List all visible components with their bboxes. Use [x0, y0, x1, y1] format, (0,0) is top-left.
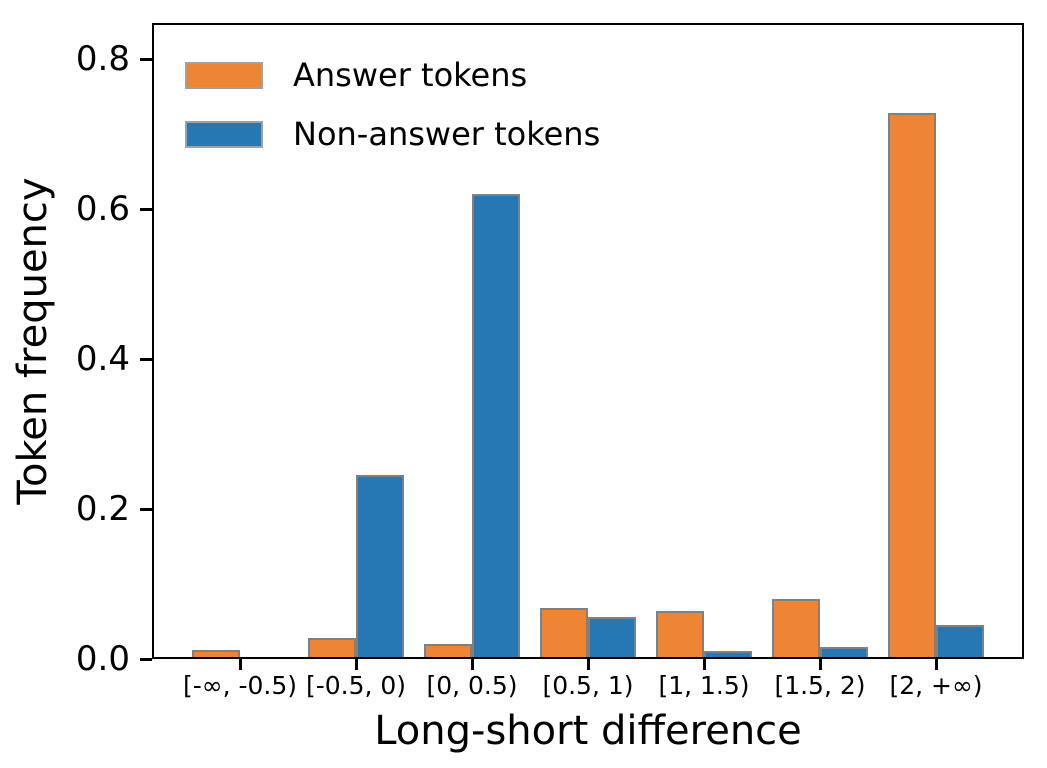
y-tick-mark-0.6 [140, 207, 152, 211]
x-tick-label-3: [0.5, 1) [542, 671, 634, 700]
x-tick-label-1: [-0.5, 0) [305, 671, 407, 700]
legend-swatch-answer-tokens [185, 61, 263, 89]
y-tick-mark-0.2 [140, 507, 152, 511]
y-tick-mark-0.0 [140, 657, 152, 661]
bar-answer-2 [424, 644, 472, 659]
y-axis-title: Token frequency [10, 177, 56, 505]
x-tick-mark-5 [818, 659, 822, 670]
legend-item-non-answer-tokens: Non-answer tokens [185, 118, 600, 150]
bar-answer-5 [772, 599, 820, 659]
x-tick-label-4: [1, 1.5) [658, 671, 750, 700]
x-tick-mark-0 [238, 659, 242, 670]
bar-non-answer-5 [820, 647, 868, 659]
legend-item-answer-tokens: Answer tokens [185, 59, 600, 91]
bar-answer-1 [308, 638, 356, 659]
bar-non-answer-2 [472, 194, 520, 659]
x-tick-mark-1 [354, 659, 358, 670]
bar-non-answer-4 [704, 651, 752, 659]
legend-swatch-non-answer-tokens [185, 120, 263, 148]
bar-answer-3 [540, 608, 588, 659]
y-tick-label-0.4: 0.4 [75, 339, 130, 379]
x-tick-label-6: [2, +∞) [889, 671, 983, 700]
x-tick-mark-3 [586, 659, 590, 670]
bar-non-answer-6 [936, 625, 984, 659]
bar-answer-0 [192, 650, 240, 659]
legend: Answer tokens Non-answer tokens [185, 59, 600, 177]
legend-label-answer-tokens: Answer tokens [293, 56, 528, 94]
x-axis-title: Long-short difference [374, 708, 802, 754]
y-tick-mark-0.4 [140, 357, 152, 361]
x-tick-label-0: [-∞, -0.5) [182, 671, 298, 700]
bar-non-answer-1 [356, 475, 404, 659]
bar-answer-4 [656, 611, 704, 659]
legend-label-non-answer-tokens: Non-answer tokens [293, 115, 601, 153]
x-tick-mark-4 [702, 659, 706, 670]
y-tick-mark-0.8 [140, 57, 152, 61]
y-tick-label-0.2: 0.2 [75, 489, 130, 529]
x-tick-mark-6 [934, 659, 938, 670]
bar-answer-6 [888, 113, 936, 659]
x-tick-label-5: [1.5, 2) [774, 671, 866, 700]
y-tick-label-0.8: 0.8 [75, 39, 130, 79]
x-tick-mark-2 [470, 659, 474, 670]
plot-area: Answer tokens Non-answer tokens [152, 23, 1024, 659]
y-tick-label-0.6: 0.6 [75, 189, 130, 229]
x-tick-label-2: [0, 0.5) [426, 671, 518, 700]
bar-non-answer-3 [588, 617, 636, 659]
y-tick-label-0.0: 0.0 [75, 639, 130, 679]
